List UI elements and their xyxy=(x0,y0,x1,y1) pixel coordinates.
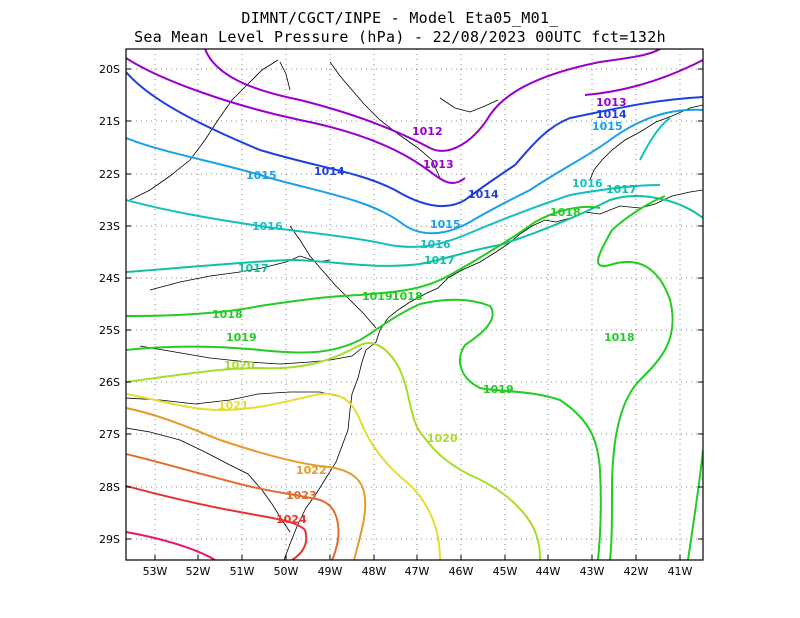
lon-label: 47W xyxy=(405,565,430,578)
contour-label: 1018 xyxy=(392,290,423,303)
contour-label: 1014 xyxy=(468,188,499,201)
lon-label: 41W xyxy=(668,565,693,578)
lon-axis: 53W 52W 51W 50W 49W 48W 47W 46W 45W 44W … xyxy=(143,555,693,578)
contour-label: 1020 xyxy=(427,432,458,445)
plot-frame xyxy=(125,48,704,561)
contour-label: 1017 xyxy=(424,254,455,267)
isobar-1019-east xyxy=(687,449,703,560)
contour-label: 1017 xyxy=(238,262,269,275)
isobar-1023 xyxy=(126,453,340,560)
contour-label: 1016 xyxy=(420,238,451,251)
contour-label: 1016 xyxy=(252,220,283,233)
isobar-1013-east xyxy=(584,59,703,96)
contour-label: 1016 xyxy=(572,177,603,190)
contour-label: 1018 xyxy=(550,206,581,219)
lon-label: 52W xyxy=(186,565,211,578)
lon-label: 50W xyxy=(274,565,299,578)
lat-label: 22S xyxy=(99,168,120,181)
lat-label: 29S xyxy=(99,533,120,546)
contour-label: 1014 xyxy=(314,165,345,178)
title-line-2: Sea Mean Level Pressure (hPa) - 22/08/20… xyxy=(134,28,666,46)
isobar-1018 xyxy=(126,205,601,317)
lon-label: 49W xyxy=(318,565,343,578)
contour-labels: 1012 1013 1013 1014 1014 1014 1015 1015 … xyxy=(212,96,637,526)
lat-label: 24S xyxy=(99,272,120,285)
contour-label: 1022 xyxy=(296,464,327,477)
graticule xyxy=(126,49,703,560)
isobars xyxy=(126,49,703,560)
isobar-1025 xyxy=(126,531,216,560)
lon-label: 43W xyxy=(580,565,605,578)
contour-label: 1019 xyxy=(226,331,257,344)
contour-label: 1020 xyxy=(224,359,255,372)
contour-label: 1015 xyxy=(430,218,461,231)
lat-label: 28S xyxy=(99,481,120,494)
isobar-1016-north xyxy=(639,117,671,161)
isobar-1015 xyxy=(126,108,703,235)
isobar-1022 xyxy=(126,407,367,560)
lon-label: 46W xyxy=(449,565,474,578)
contour-label: 1024 xyxy=(276,513,307,526)
isobar-1019 xyxy=(126,298,602,560)
coastline-borders xyxy=(126,59,703,560)
lat-label: 26S xyxy=(99,376,120,389)
lat-axis: 20S 21S 22S 23S 24S 25S 26S 27S 28S 29S xyxy=(99,63,703,546)
contour-label: 1014 xyxy=(596,108,627,121)
isobar-1018-south xyxy=(597,229,674,560)
contour-label: 1013 xyxy=(596,96,627,109)
contour-label: 1019 xyxy=(483,383,514,396)
lat-label: 23S xyxy=(99,220,120,233)
lon-label: 44W xyxy=(536,565,561,578)
contour-label: 1015 xyxy=(592,120,623,133)
isobar-1021 xyxy=(126,392,441,560)
isobar-1016 xyxy=(126,184,661,248)
contour-label: 1021 xyxy=(218,399,249,412)
contour-label: 1023 xyxy=(286,489,317,502)
isobar-1024 xyxy=(126,485,308,560)
isobar-1012 xyxy=(204,49,661,152)
lat-label: 21S xyxy=(99,115,120,128)
contour-label: 1015 xyxy=(246,169,277,182)
contour-label: 1019 xyxy=(362,290,393,303)
lon-label: 42W xyxy=(624,565,649,578)
contour-label: 1018 xyxy=(212,308,243,321)
lon-label: 48W xyxy=(362,565,387,578)
contour-label: 1018 xyxy=(604,331,635,344)
lon-label: 51W xyxy=(230,565,255,578)
lon-label: 45W xyxy=(493,565,518,578)
lon-label: 53W xyxy=(143,565,168,578)
contour-label: 1013 xyxy=(423,158,454,171)
isobar-1020 xyxy=(126,342,541,560)
isobar-1018-loop xyxy=(611,195,666,231)
title-line-1: DIMNT/CGCT/INPE - Model Eta05_M01_ xyxy=(241,9,559,27)
isobar-1014 xyxy=(126,71,703,208)
lat-label: 25S xyxy=(99,324,120,337)
isobar-1017 xyxy=(126,195,703,273)
lat-label: 27S xyxy=(99,428,120,441)
lat-label: 20S xyxy=(99,63,120,76)
contour-label: 1012 xyxy=(412,125,443,138)
isobar-1013 xyxy=(126,57,466,184)
contour-label: 1017 xyxy=(606,183,637,196)
